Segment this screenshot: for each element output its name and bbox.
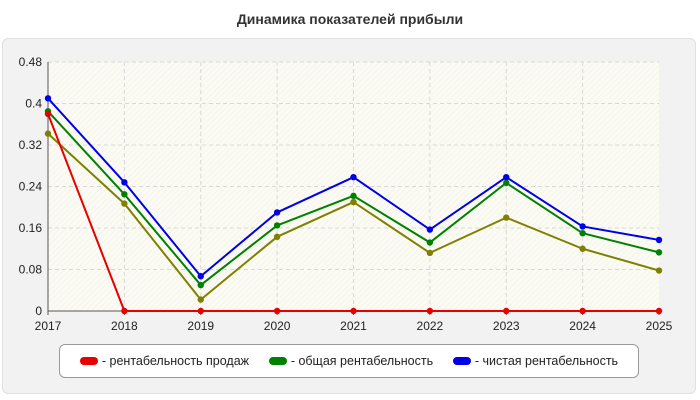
data-point [121,200,128,207]
data-point [426,249,434,257]
data-point [655,267,663,274]
data-point [44,95,52,102]
data-point [579,245,586,252]
data-point [197,273,204,280]
data-point [44,110,52,118]
legend-label: - чистая рентабельность [474,354,619,368]
legend-swatch [452,357,471,365]
data-point [426,226,434,233]
x-tick-label: 2018 [111,319,138,333]
x-tick-label: 2020 [264,319,291,333]
x-tick-label: 2019 [187,319,214,333]
data-point [655,236,663,244]
legend-item-net-profitability: - чистая рентабельность [452,354,619,368]
series-lines [44,95,663,315]
data-point [197,281,204,289]
chart-title: Динамика показателей прибыли [236,11,464,27]
legend-swatch [268,357,287,365]
tick-labels: 0 0.08 0.16 0.24 0.32 0.4 0.48 2017 2018 2019 2020… [19,55,673,333]
data-point [121,191,128,198]
data-point [503,214,510,221]
x-tick-label: 2024 [569,319,596,333]
y-tick-label: 0.48 [19,55,43,69]
data-point [655,249,663,256]
data-point [350,192,357,200]
data-point [197,307,204,315]
grid-lines [48,61,659,311]
data-point [503,307,510,315]
data-point [426,307,434,315]
data-point [579,307,586,315]
data-point [350,198,357,206]
x-tick-label: 2017 [35,319,62,333]
legend-swatch [79,357,98,365]
data-point [197,296,204,303]
data-point [44,130,52,137]
x-tick-label: 2025 [646,319,673,333]
data-point [273,307,281,315]
data-point [426,239,434,246]
data-point [273,233,281,241]
y-tick-label: 0.32 [19,138,43,152]
data-point [503,173,510,181]
data-point [121,179,128,186]
data-point [655,307,663,315]
x-tick-label: 2021 [340,319,367,333]
data-point [503,179,510,187]
data-point [121,307,128,315]
legend-item-sales-profitability: - рентабельность продаж [79,354,250,368]
y-tick-label: 0.08 [19,263,43,277]
legend: - рентабельность продаж - общая рентабел… [59,344,639,378]
y-tick-label: 0 [35,304,42,318]
legend-label: - рентабельность продаж [101,354,250,368]
y-tick-label: 0.24 [19,180,43,194]
data-point [273,209,281,216]
legend-label: - общая рентабельность [290,354,434,368]
legend-item-total-profitability: - общая рентабельность [268,354,434,368]
data-point [350,173,357,181]
data-point [273,222,281,229]
y-tick-label: 0.4 [25,97,42,111]
data-point [579,223,586,230]
x-tick-label: 2023 [493,319,520,333]
y-tick-label: 0.16 [19,221,43,235]
data-point [350,307,357,315]
x-tick-label: 2022 [417,319,444,333]
data-point [579,229,586,237]
